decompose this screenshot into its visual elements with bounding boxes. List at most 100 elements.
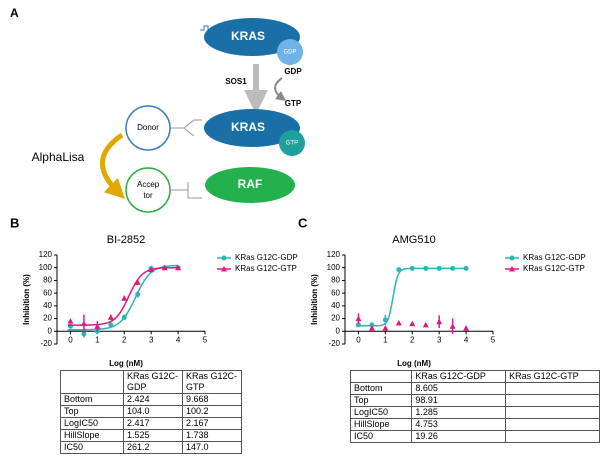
gdp-out-label: GDP: [284, 67, 302, 76]
table-cell: 2.417: [123, 417, 183, 430]
y-axis-label: Inhibition (%): [22, 274, 31, 325]
table-cell: Top: [349, 394, 413, 407]
fit-curve: [355, 267, 467, 327]
legend-marker: [221, 255, 227, 261]
legend-label: KRas G12C-GDP: [235, 253, 298, 262]
data-point: [94, 323, 101, 329]
table-cell: IC50: [60, 441, 124, 454]
table-row: HillSlope 4.753: [349, 418, 600, 431]
table-cell: 100.2: [182, 405, 242, 418]
kras-label: KRAS: [231, 29, 265, 43]
data-point: [161, 264, 168, 271]
table-cell: KRas G12C-GTP: [182, 370, 242, 394]
x-axis-label: Log (nM): [109, 359, 143, 368]
x-tick-label: 3: [437, 335, 442, 344]
table-header: KRas G12C-GDP KRas G12C-GTP: [349, 370, 600, 383]
raf-shape: [205, 167, 295, 203]
data-point: [148, 266, 155, 273]
table-row: HillSlope 1.525 1.738: [60, 429, 242, 442]
panel-label: B: [10, 215, 19, 230]
table-cell: 98.91: [411, 394, 507, 407]
table-cell: 2.167: [182, 417, 242, 430]
data-point: [463, 265, 469, 271]
chart-title: AMG510: [392, 234, 435, 246]
data-point: [422, 321, 429, 328]
arrow: [274, 77, 287, 101]
chart-title: BI-2852: [107, 234, 146, 246]
y-tick-label: 120: [39, 250, 53, 259]
x-tick-label: 3: [149, 335, 154, 344]
table-row: Top 98.91: [349, 394, 600, 407]
acceptor-box: Accep tor: [137, 180, 160, 200]
data-point: [409, 265, 415, 271]
kras-label: KRAS: [231, 120, 265, 134]
data-point: [67, 318, 74, 324]
y-tick-label: 100: [39, 263, 53, 272]
table-row: Bottom 8.605: [349, 382, 600, 395]
table-cell: 19.26: [411, 430, 507, 443]
y-tick-label: -20: [328, 339, 340, 348]
gtp-in-label: GTP: [285, 99, 302, 108]
x-tick-label: 4: [176, 335, 181, 344]
antibody: [170, 182, 202, 199]
table-cell: [349, 370, 413, 383]
table-cell: [505, 430, 600, 443]
y-tick-label: 0: [48, 326, 53, 335]
panel-label: A: [10, 6, 19, 20]
table-cell: 104.0: [123, 405, 183, 418]
data-point: [121, 314, 127, 320]
data-point: [368, 325, 375, 331]
table-cell: LogIC50: [349, 406, 413, 419]
results-table: KRas G12C-GDP KRas G12C-GTP Bottom 2.424 9.6…: [60, 370, 242, 454]
table-cell: Bottom: [60, 393, 124, 406]
gdp-label: GDP: [283, 50, 296, 56]
x-tick-label: 5: [203, 335, 208, 344]
data-point: [395, 320, 402, 326]
gtp-circle: [279, 130, 305, 156]
data-point: [108, 322, 114, 328]
antibody: [170, 119, 202, 137]
y-tick-label: 20: [331, 314, 340, 323]
x-tick-label: 1: [95, 335, 100, 344]
x-tick-label: 0: [356, 335, 361, 344]
table-row: Bottom 2.424 9.668: [60, 393, 242, 406]
x-tick-label: 5: [491, 335, 496, 344]
gtp-label: GTP: [286, 141, 298, 147]
panel-a: A KRAS GDP SOS1 GDP GTP KRAS GTP Donor A…: [10, 6, 305, 213]
y-tick-label: 40: [43, 301, 52, 310]
table-row: Top 104.0 100.2: [60, 405, 242, 418]
table-cell: KRas G12C-GDP: [411, 370, 507, 383]
data-point: [355, 322, 361, 328]
data-point: [134, 279, 141, 285]
table-row: LogIC50 2.417 2.167: [60, 417, 242, 430]
gdp-circle: [277, 39, 303, 65]
panel-label: C: [298, 215, 308, 230]
table-cell: 261.2: [123, 441, 183, 454]
legend-marker: [221, 266, 227, 272]
table-cell: 1.738: [182, 429, 242, 442]
table-cell: HillSlope: [349, 418, 413, 431]
data-point: [355, 315, 362, 322]
data-point: [423, 265, 429, 271]
table-cell: [505, 418, 600, 431]
alphalisa-label: AlphaLisa: [32, 150, 85, 164]
table-cell: 4.753: [411, 418, 507, 431]
data-point: [436, 318, 443, 325]
acceptor-label: Accep tor: [137, 180, 160, 200]
table-cell: 1.525: [123, 429, 183, 442]
y-tick-label: 80: [331, 276, 340, 285]
x-tick-label: 0: [68, 335, 73, 344]
legend-label: KRas G12C-GTP: [235, 264, 297, 273]
data-point: [382, 317, 388, 323]
donor-label: Donor: [137, 123, 159, 132]
x-axis-label: Log (nM): [397, 359, 431, 368]
x-tick-label: 1: [383, 335, 388, 344]
y-tick-label: 20: [43, 314, 52, 323]
table-cell: Top: [60, 405, 124, 418]
table-row: IC50 19.26: [349, 430, 600, 443]
table-cell: [505, 394, 600, 407]
data-point: [135, 291, 141, 297]
table-cell: KRas G12C-GDP: [123, 370, 183, 394]
table-cell: LogIC50: [60, 417, 124, 430]
